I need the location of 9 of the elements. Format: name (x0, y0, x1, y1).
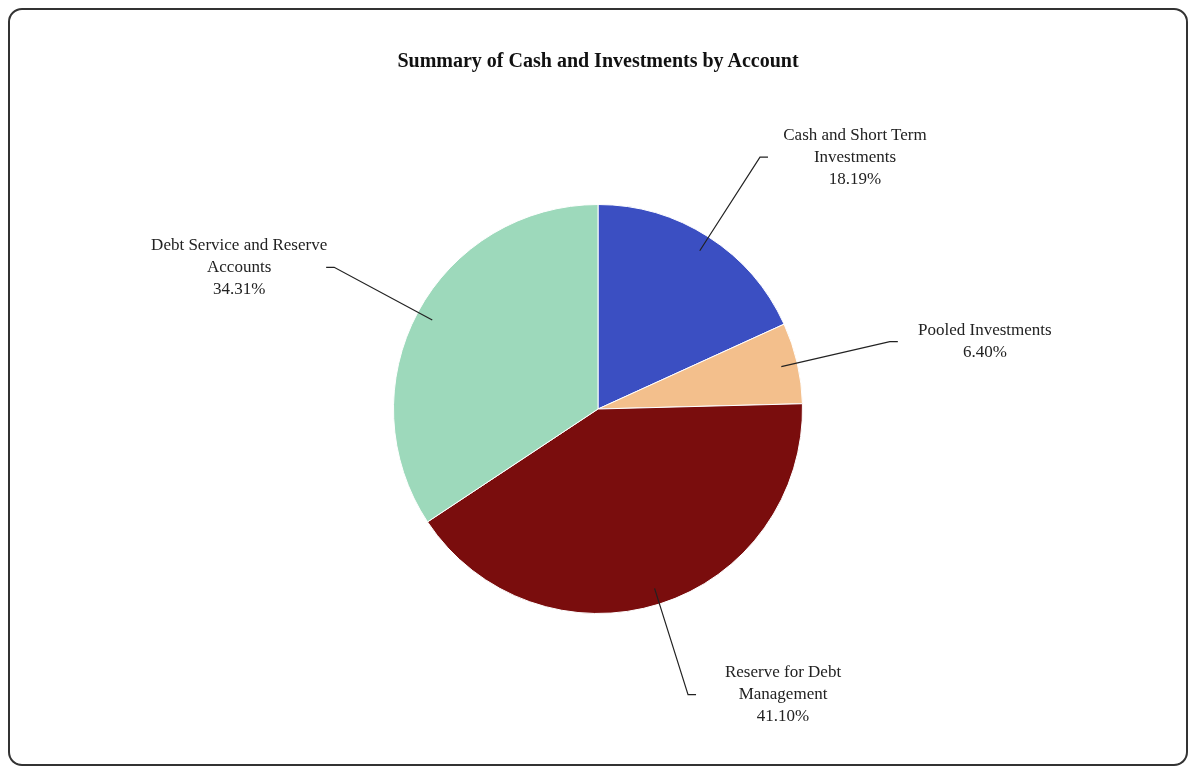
data-label: 18.19% (828, 168, 882, 188)
data-label: 41.10% (756, 706, 810, 726)
chart-title: Summary of Cash and Investments by Account (397, 49, 799, 73)
slice-label: Pooled Investments (918, 320, 1052, 340)
data-label: 34.31% (212, 278, 266, 298)
data-label: 6.40% (962, 342, 1007, 362)
slice-label: Debt Service and Reserve Accounts (151, 234, 328, 276)
slice-label: Cash and Short Term Investments (783, 124, 927, 166)
slice-label: Reserve for Debt Management (724, 662, 842, 704)
